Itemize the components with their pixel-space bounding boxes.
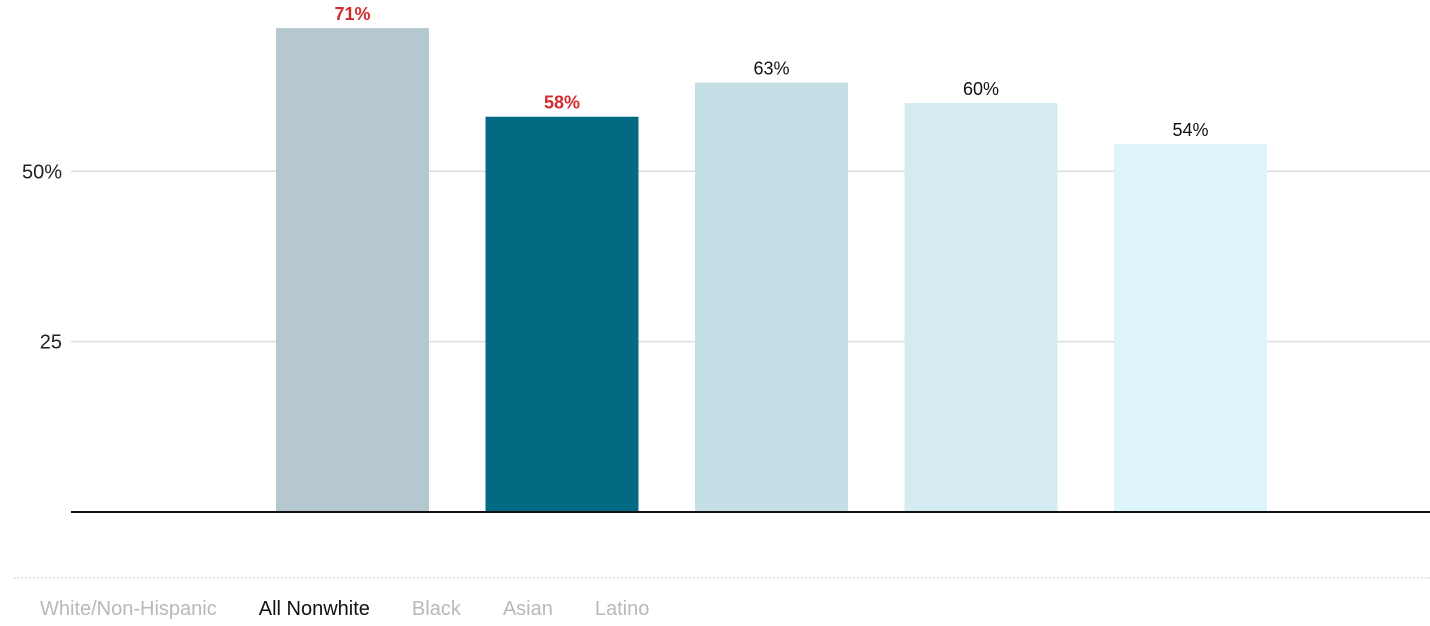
y-tick-label: 25 [40, 332, 62, 354]
legend-item-asian[interactable]: Asian [502, 598, 553, 620]
legend-divider [14, 577, 1430, 579]
bar[interactable] [276, 28, 429, 512]
category-legend: White/Non-Hispanic All Nonwhite Black As… [40, 598, 691, 626]
bar[interactable] [485, 116, 639, 512]
y-tick-label: 50% [22, 161, 62, 183]
legend-item-white-non-hispanic[interactable]: White/Non-Hispanic [40, 598, 217, 620]
bar[interactable] [695, 82, 848, 512]
data-label: 54% [1172, 120, 1208, 140]
data-label: 63% [753, 59, 789, 79]
bar[interactable] [1114, 143, 1267, 513]
bar[interactable] [904, 103, 1058, 512]
data-label: 71% [334, 4, 370, 24]
data-label: 58% [544, 93, 580, 113]
legend-item-black[interactable]: Black [411, 598, 461, 620]
legend-item-latino[interactable]: Latino [594, 598, 650, 620]
data-label: 60% [963, 79, 999, 99]
bar-chart: 25 50% 71% 58% 63% 60% 54% [22, 4, 1430, 513]
legend-item-all-nonwhite[interactable]: All Nonwhite [258, 598, 370, 620]
